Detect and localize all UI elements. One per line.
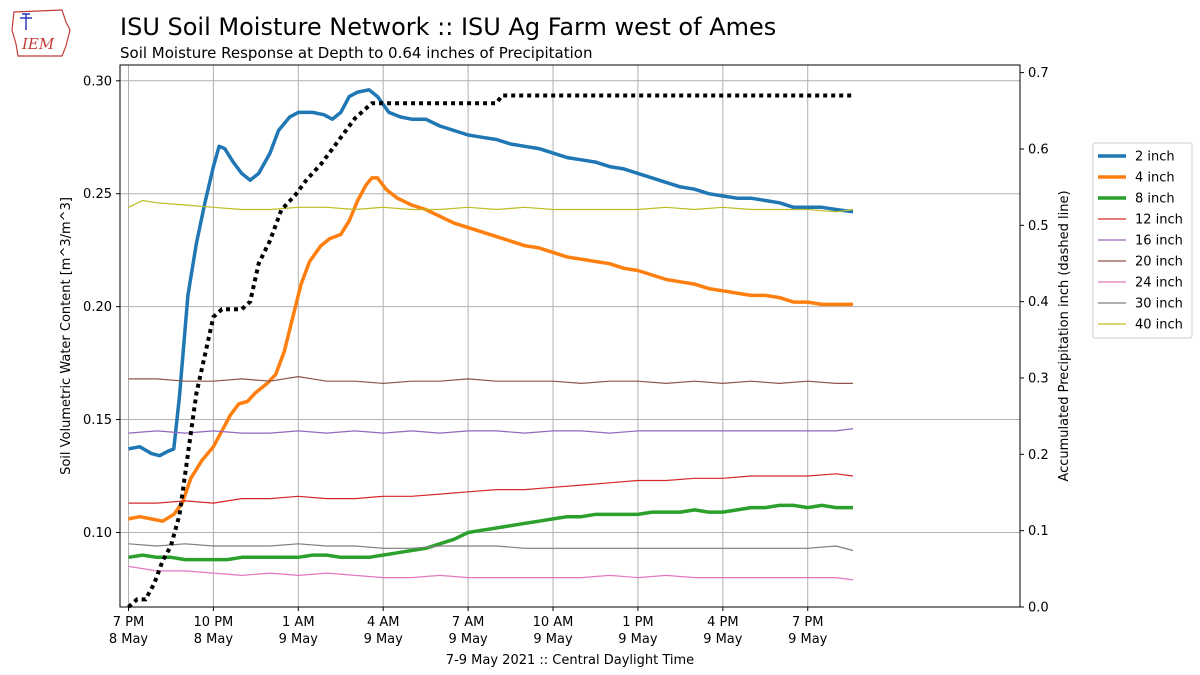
legend-label: 16 inch: [1135, 234, 1183, 249]
x-tick-date: 9 May: [279, 632, 319, 647]
series-line-24-inch: [128, 565, 854, 581]
y2-tick-label: 0.7: [1028, 66, 1049, 81]
legend-box: [1092, 142, 1193, 339]
weather-vane-icon: [20, 13, 32, 30]
legend-label: 24 inch: [1135, 276, 1183, 291]
chart-title: ISU Soil Moisture Network :: ISU Ag Farm…: [120, 13, 776, 41]
y-axis-label: Soil Volumetric Water Content [m^3/m^3]: [59, 197, 74, 475]
iem-logo: IEM: [11, 9, 71, 57]
series-line-20-inch: [128, 376, 853, 384]
x-tick-label: 7 AM: [452, 615, 485, 630]
y-tick-label: 0.30: [83, 74, 112, 89]
x-tick-label: 1 PM: [622, 615, 653, 630]
x-tick-label: 4 AM: [367, 615, 400, 630]
x-tick-date: 8 May: [109, 632, 149, 647]
x-tick-date: 9 May: [703, 632, 743, 647]
x-tick-date: 9 May: [618, 632, 658, 647]
series-lines: [127, 88, 854, 609]
iowa-outline-icon: [11, 9, 71, 57]
y2-axis-label: Accumulated Precipitation inch (dashed l…: [1057, 190, 1072, 481]
y2-tick-label: 0.5: [1028, 219, 1049, 234]
x-tick-label: 10 PM: [194, 615, 234, 630]
x-axis-label: 7-9 May 2021 :: Central Daylight Time: [446, 653, 694, 668]
series-line-8-inch: [128, 503, 853, 562]
legend-label: 30 inch: [1135, 297, 1183, 312]
y-tick-label: 0.15: [83, 413, 112, 428]
series-line-4-inch: [128, 176, 853, 523]
precip-dashed-line: [127, 93, 853, 609]
x-tick-label: 1 AM: [282, 615, 315, 630]
series-line-2-inch: [128, 88, 854, 458]
y2-tick-label: 0.2: [1028, 448, 1049, 463]
x-tick-date: 9 May: [533, 632, 573, 647]
y2-tick-label: 0.3: [1028, 371, 1049, 386]
axes: 7 PM 8 May 10 PM 8 May 1 AM 9 May 4 AM 9 May 7 A…: [83, 66, 1049, 647]
legend-label: 40 inch: [1135, 318, 1183, 333]
series-line-30-inch: [128, 543, 854, 552]
x-tick-date: 9 May: [448, 632, 488, 647]
y2-tick-label: 0.1: [1028, 524, 1049, 539]
x-tick-label: 7 PM: [113, 615, 144, 630]
y-tick-label: 0.10: [83, 526, 112, 541]
chart-subtitle: Soil Moisture Response at Depth to 0.64 …: [120, 44, 592, 62]
y-tick-label: 0.20: [83, 300, 112, 315]
y-tick-label: 0.25: [83, 187, 112, 202]
grid-lines: [120, 65, 1020, 607]
y2-tick-label: 0.4: [1028, 295, 1049, 310]
series-line-40-inch: [128, 199, 854, 213]
legend-label: 4 inch: [1135, 171, 1175, 186]
legend-label: 20 inch: [1135, 255, 1183, 270]
series-line-16-inch: [128, 428, 854, 434]
legend-label: 2 inch: [1135, 150, 1175, 165]
logo-text: IEM: [21, 35, 55, 53]
legend: 2 inch 4 inch 8 inch 12 inch 16 inch 20 inch 2…: [1092, 142, 1193, 339]
plot-frame: [119, 64, 1021, 608]
x-tick-date: 8 May: [194, 632, 234, 647]
y2-tick-label: 0.6: [1028, 142, 1049, 157]
y2-tick-label: 0.0: [1028, 601, 1049, 616]
series-line-12-inch: [128, 473, 854, 504]
x-tick-date: 9 May: [364, 632, 404, 647]
x-tick-date: 9 May: [788, 632, 828, 647]
x-tick-label: 4 PM: [707, 615, 738, 630]
legend-label: 8 inch: [1135, 192, 1175, 207]
legend-label: 12 inch: [1135, 213, 1183, 228]
x-tick-label: 10 AM: [533, 615, 574, 630]
x-tick-label: 7 PM: [792, 615, 823, 630]
